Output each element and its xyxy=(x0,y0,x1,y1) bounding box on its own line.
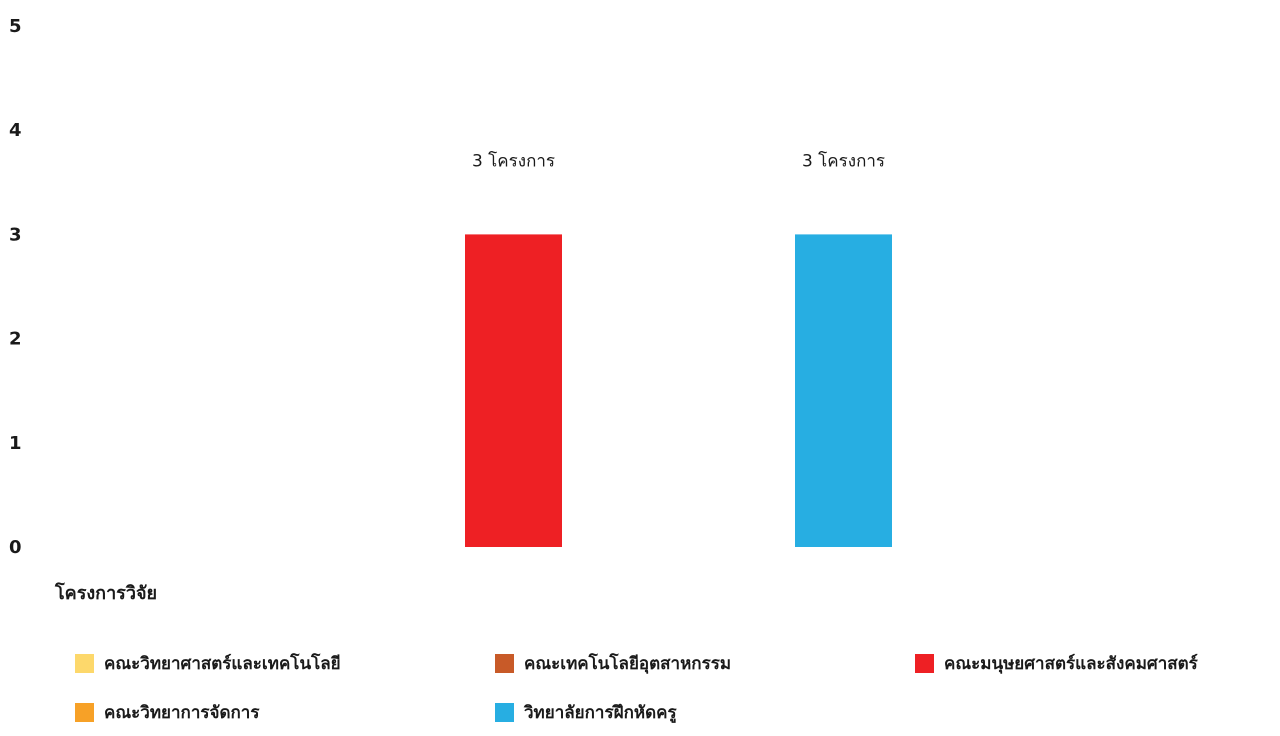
y-tick-label: 4 xyxy=(9,120,22,141)
legend-item: คณะเทคโนโลยีอุตสาหกรรม xyxy=(495,650,915,677)
y-tick-label: 1 xyxy=(9,433,22,454)
legend-swatch xyxy=(75,703,94,722)
data-label: 3 โครงการ xyxy=(472,150,555,171)
legend-item: วิทยาลัยการฝึกหัดครู xyxy=(495,699,915,726)
bar xyxy=(795,234,892,547)
y-tick-label: 2 xyxy=(9,329,22,350)
y-tick-label: 5 xyxy=(9,16,22,37)
legend: คณะวิทยาศาสตร์และเทคโนโลยี คณะเทคโนโลยีอ… xyxy=(75,650,1275,726)
legend-label: วิทยาลัยการฝึกหัดครู xyxy=(524,703,677,723)
y-tick-label: 0 xyxy=(9,537,22,558)
legend-item: คณะมนุษยศาสตร์และสังคมศาสตร์ xyxy=(915,650,1275,677)
legend-swatch xyxy=(75,654,94,673)
data-label: 3 โครงการ xyxy=(802,150,885,171)
legend-swatch xyxy=(495,654,514,673)
bar xyxy=(465,234,562,547)
legend-item: คณะวิทยาศาสตร์และเทคโนโลยี xyxy=(75,650,495,677)
legend-swatch xyxy=(915,654,934,673)
legend-label: คณะวิทยาศาสตร์และเทคโนโลยี xyxy=(104,654,341,674)
legend-label: คณะมนุษยศาสตร์และสังคมศาสตร์ xyxy=(944,654,1198,674)
x-axis-label: โครงการวิจัย xyxy=(55,583,158,604)
bar-chart: 0 1 2 3 4 5 3 โครงการ 3 โครงการ xyxy=(9,16,892,558)
legend-item: คณะวิทยาการจัดการ xyxy=(75,699,495,726)
legend-label: คณะเทคโนโลยีอุตสาหกรรม xyxy=(524,654,732,674)
y-tick-label: 3 xyxy=(9,224,22,245)
legend-swatch xyxy=(495,703,514,722)
legend-label: คณะวิทยาการจัดการ xyxy=(104,703,260,723)
